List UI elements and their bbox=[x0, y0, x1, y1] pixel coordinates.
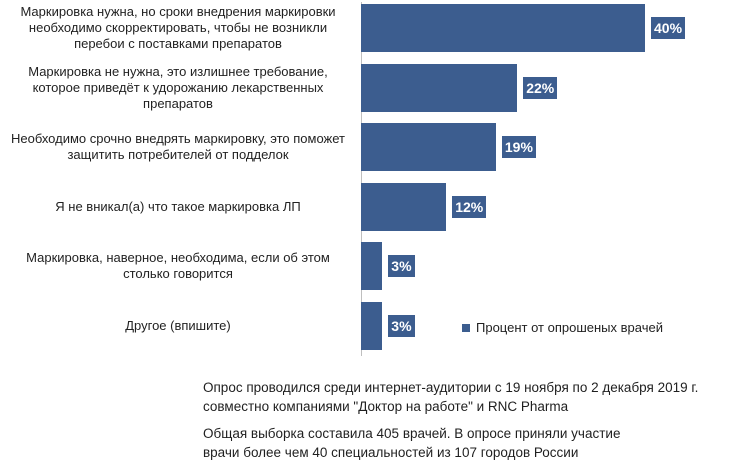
category-label: Необходимо срочно внедрять маркировку, э… bbox=[10, 131, 346, 162]
bar bbox=[361, 4, 645, 52]
data-label: 3% bbox=[388, 255, 415, 277]
legend: Процент от опрошеных врачей bbox=[462, 320, 663, 335]
category-label: Маркировка не нужна, это излишнее требов… bbox=[28, 63, 328, 111]
category-label: Маркировка нужна, но сроки внедрения мар… bbox=[20, 4, 336, 51]
data-label: 3% bbox=[388, 314, 415, 337]
legend-swatch bbox=[462, 323, 470, 332]
category-label: Другое (впишите) bbox=[125, 317, 231, 333]
survey-note-line-2: совместно компаниями "Доктор на работе" … bbox=[203, 399, 569, 414]
bar bbox=[361, 242, 383, 290]
category-label: Маркировка, наверное, необходима, если о… bbox=[26, 250, 330, 281]
bar bbox=[361, 301, 383, 350]
survey-note-line-4: врачи более чем 40 специальностей из 107… bbox=[203, 445, 579, 460]
category-axis bbox=[361, 2, 362, 356]
legend-label: Процент от опрошеных врачей bbox=[476, 320, 663, 335]
data-label: 40% bbox=[651, 17, 686, 39]
data-label: 22% bbox=[523, 76, 558, 99]
data-label: 19% bbox=[501, 136, 536, 158]
bar bbox=[361, 63, 518, 112]
category-label: Я не вникал(а) что такое маркировка ЛП bbox=[55, 198, 301, 214]
survey-note-line-3: Общая выборка составила 405 врачей. В оп… bbox=[203, 426, 621, 441]
bar bbox=[361, 123, 496, 171]
survey-note-line-1: Опрос проводился среди интернет-аудитори… bbox=[203, 380, 699, 395]
data-label: 12% bbox=[452, 195, 487, 218]
bar-chart: Маркировка нужна, но сроки внедрения мар… bbox=[10, 2, 686, 356]
bar bbox=[361, 182, 447, 231]
